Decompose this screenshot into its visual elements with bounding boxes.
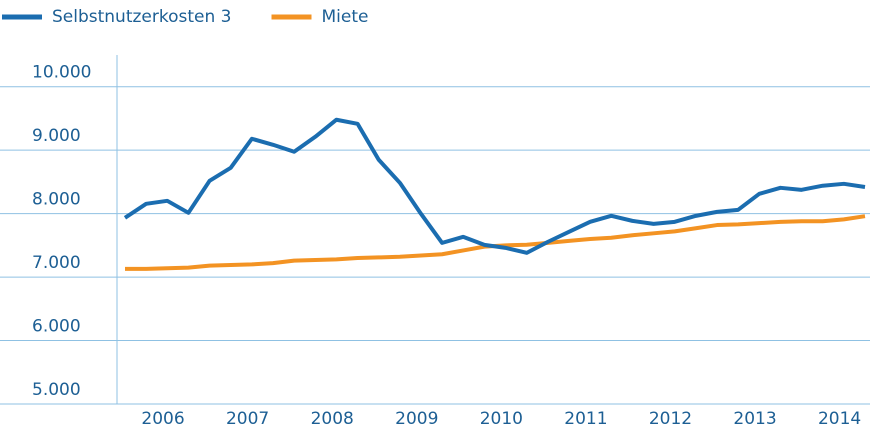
y-tick-label: 9.000: [32, 126, 81, 146]
x-tick-label: 2010: [480, 409, 523, 429]
legend-label: Miete: [322, 7, 369, 27]
x-tick-label: 2009: [395, 409, 438, 429]
x-tick-label: 2011: [564, 409, 607, 429]
x-tick-label: 2014: [818, 409, 861, 429]
series-line: [123, 117, 866, 255]
x-tick-label: 2006: [141, 409, 184, 429]
y-tick-label: 6.000: [32, 317, 81, 337]
y-tick-label: 7.000: [32, 253, 81, 273]
y-tick-label: 8.000: [32, 190, 81, 210]
x-tick-label: 2012: [649, 409, 692, 429]
x-tick-label: 2008: [311, 409, 354, 429]
x-tick-label: 2007: [226, 409, 269, 429]
x-tick-label: 2013: [733, 409, 776, 429]
legend-label: Selbstnutzerkosten 3: [52, 7, 232, 27]
y-tick-label: 5.000: [32, 380, 81, 400]
y-tick-label: 10.000: [32, 63, 91, 83]
series-line: [125, 214, 866, 271]
